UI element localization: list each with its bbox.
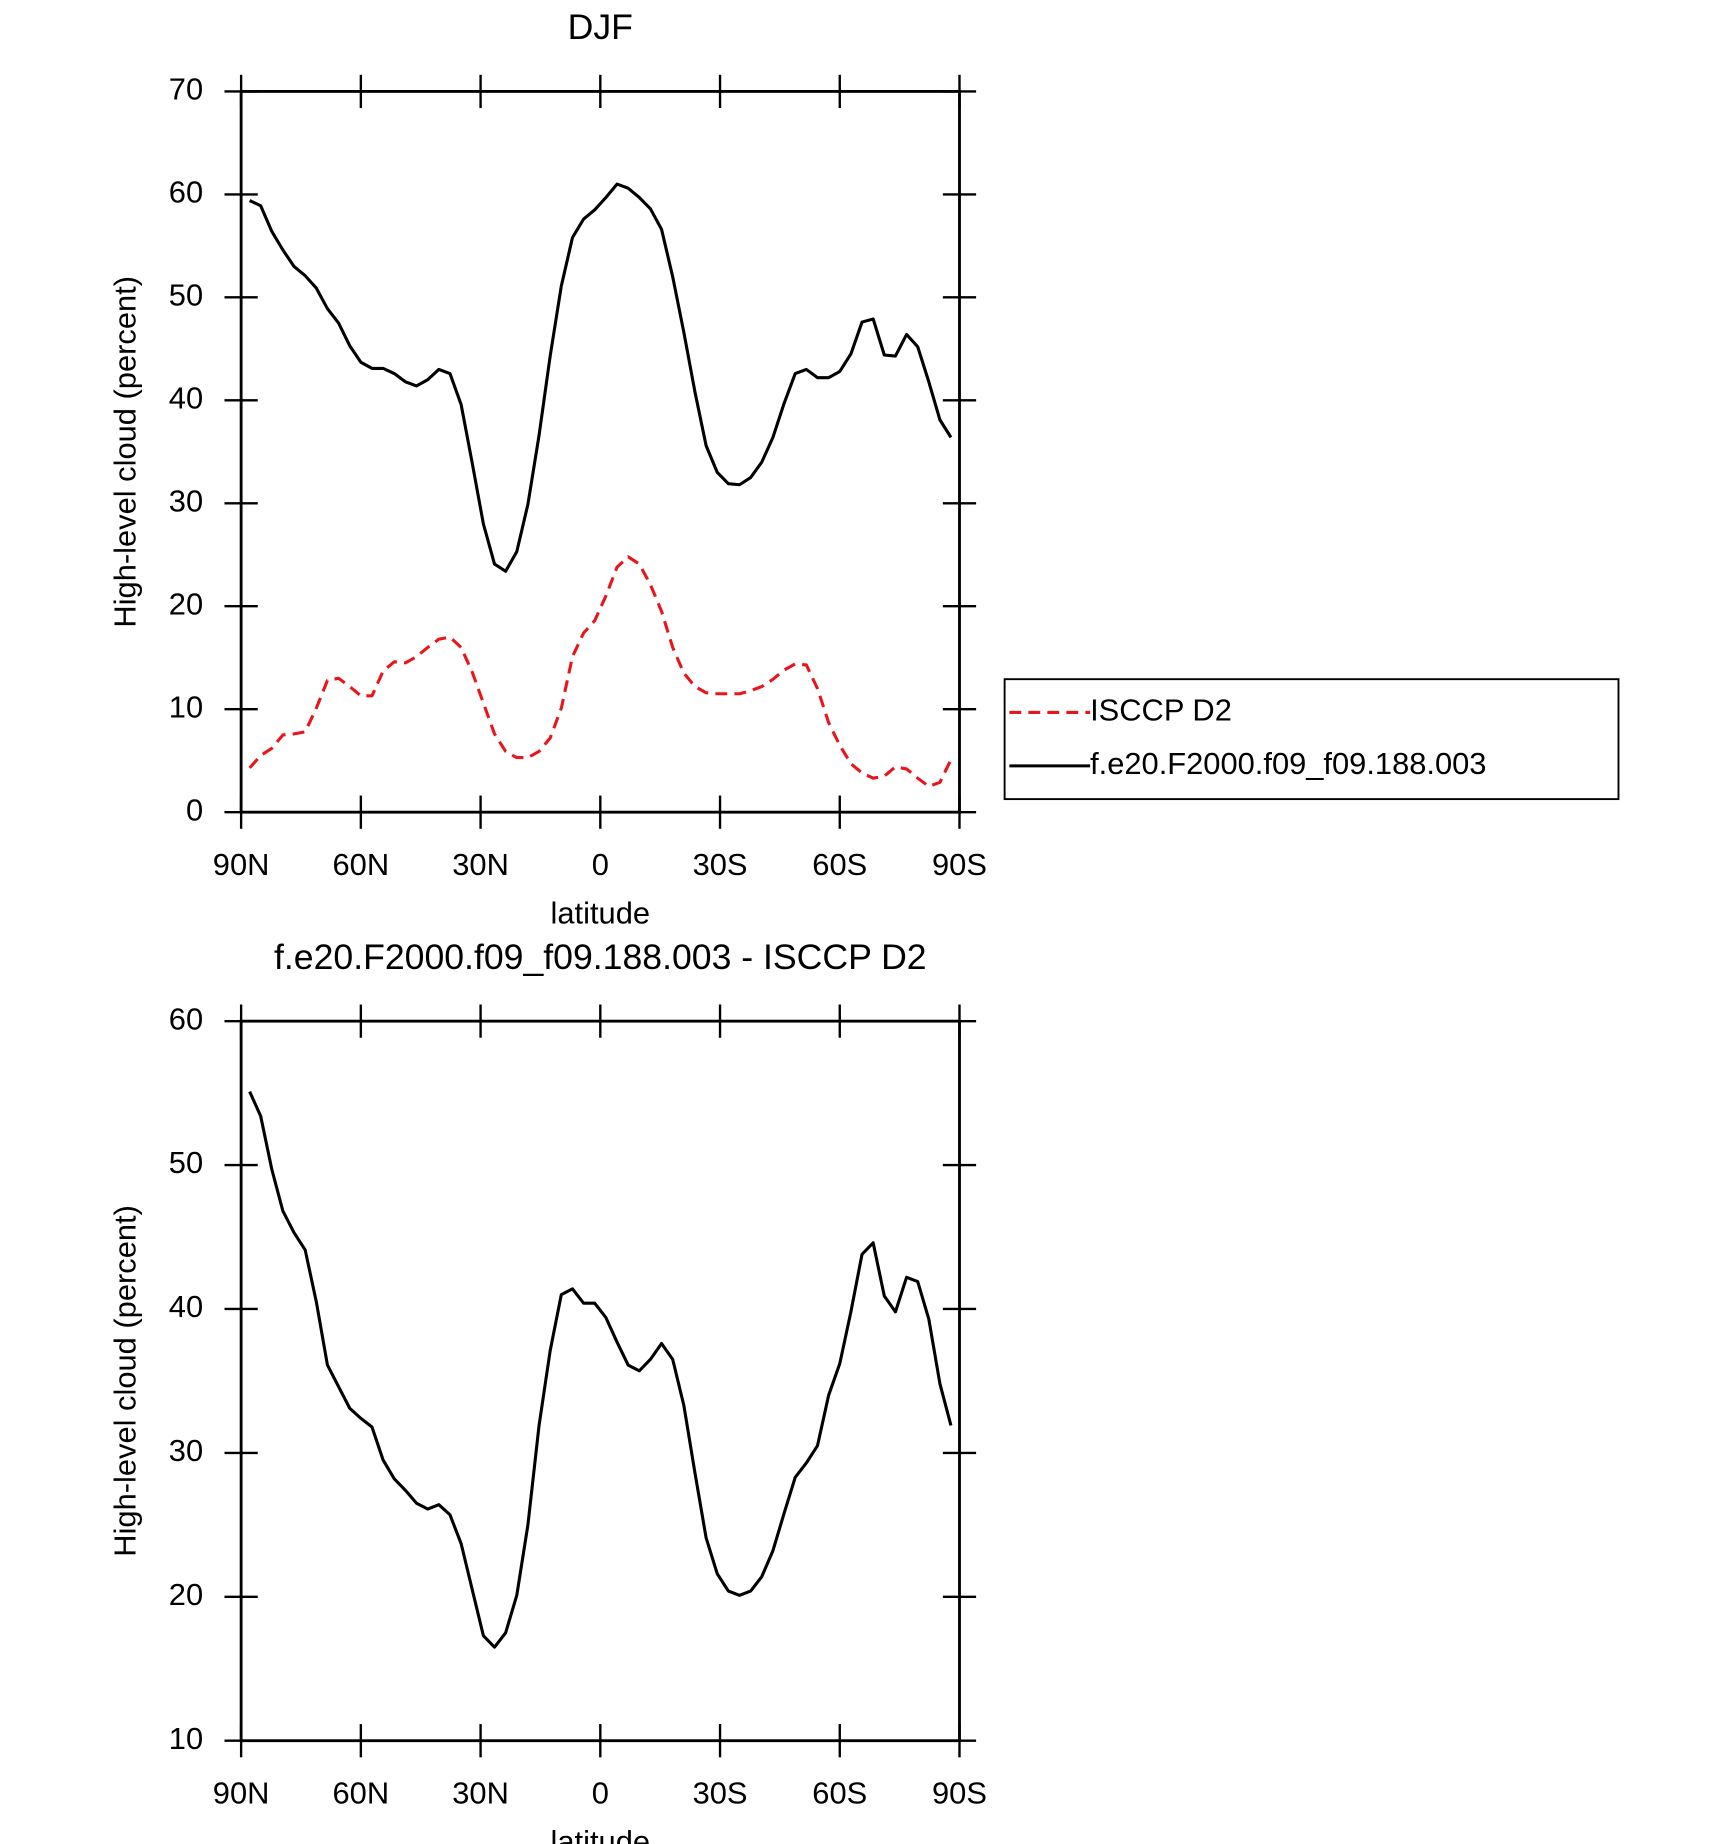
y-tick-label: 20: [169, 586, 203, 621]
x-tick-label: 30N: [452, 847, 509, 882]
y-tick-label: 30: [169, 483, 203, 518]
data-line: [249, 182, 953, 573]
y-tick-label: 60: [169, 175, 203, 210]
x-tick-label: 30S: [693, 847, 748, 882]
chart-title: DJF: [568, 7, 633, 47]
x-tick-label: 60N: [333, 1775, 390, 1810]
x-tick-label: 30S: [693, 1775, 748, 1810]
data-line: [248, 1091, 953, 1649]
legend-label: ISCCP D2: [1090, 693, 1232, 728]
chart-title: f.e20.F2000.f09_f09.188.003 - ISCCP D2: [274, 937, 927, 977]
y-tick-label: 40: [169, 1289, 203, 1324]
x-tick-label: 90S: [932, 1775, 987, 1810]
y-tick-label: 40: [169, 380, 203, 415]
y-tick-label: 50: [169, 278, 203, 313]
x-axis-label: latitude: [551, 1824, 651, 1844]
y-tick-label: 10: [169, 689, 203, 724]
y-tick-label: 0: [186, 792, 203, 827]
x-axis-label: latitude: [551, 896, 651, 931]
plot-frame: [239, 1019, 961, 1743]
x-tick-label: 90N: [213, 1775, 270, 1810]
y-tick-label: 20: [169, 1577, 203, 1612]
x-tick-label: 0: [592, 1775, 609, 1810]
y-axis-label: High-level cloud (percent): [107, 1205, 142, 1557]
x-tick-label: 60S: [812, 847, 867, 882]
x-tick-label: 90N: [213, 847, 270, 882]
y-tick-label: 60: [169, 1001, 203, 1036]
y-axis-label: High-level cloud (percent): [107, 276, 142, 628]
x-tick-label: 60S: [812, 1775, 867, 1810]
y-tick-label: 70: [169, 72, 203, 107]
y-tick-label: 50: [169, 1145, 203, 1180]
x-tick-label: 0: [592, 847, 609, 882]
legend-label: f.e20.F2000.f09_f09.188.003: [1090, 746, 1486, 781]
x-tick-label: 30N: [452, 1775, 509, 1810]
y-tick-label: 10: [169, 1721, 203, 1756]
legend-box: [1003, 678, 1620, 801]
plot-frame: [239, 90, 961, 814]
x-tick-label: 60N: [333, 847, 390, 882]
y-tick-label: 30: [169, 1433, 203, 1468]
x-tick-label: 90S: [932, 847, 987, 882]
data-line: [248, 555, 953, 788]
